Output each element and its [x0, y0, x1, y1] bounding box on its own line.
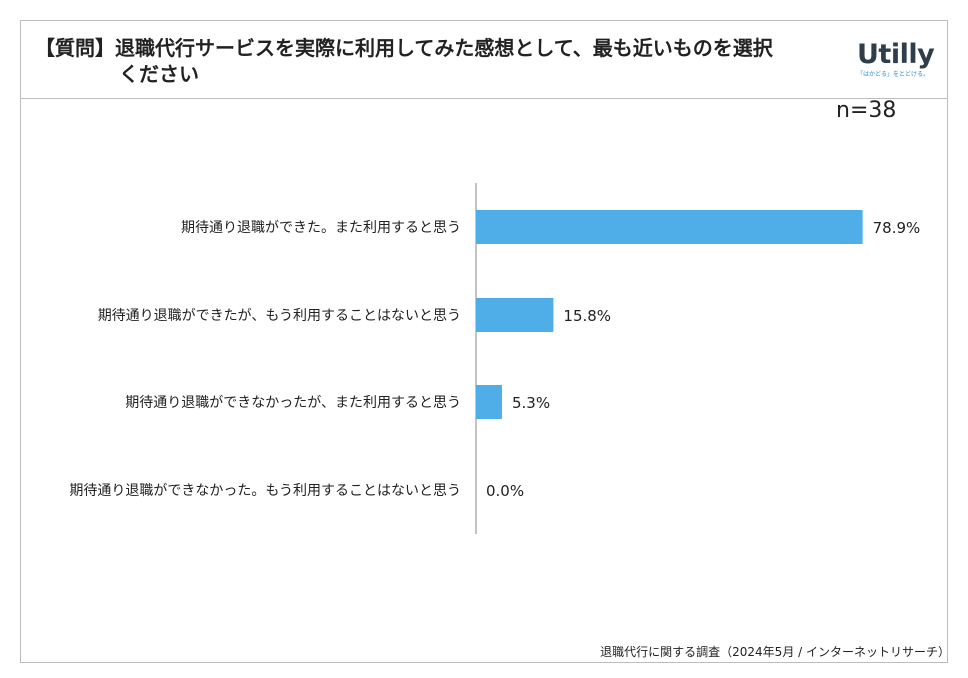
bar	[476, 210, 863, 244]
logo-tagline: 「はかどる」をとどける。	[857, 71, 930, 78]
value-label: 5.3%	[512, 394, 550, 412]
source-note: 退職代行に関する調査（2024年5月 / インターネットリサーチ）	[600, 645, 950, 659]
title-line-1: 【質問】退職代行サービスを実際に利用してみた感想として、最も近いものを選択	[35, 36, 773, 60]
category-label: 期待通り退職ができなかったが、また利用すると思う	[125, 395, 461, 411]
bar	[476, 385, 502, 419]
utilly-logo: Utilly 「はかどる」をとどける。	[857, 40, 935, 84]
chart-frame: 【質問】退職代行サービスを実際に利用してみた感想として、最も近いものを選択 くだ…	[20, 20, 948, 663]
value-label: 0.0%	[486, 482, 524, 500]
logo-wordmark: Utilly	[857, 39, 935, 70]
title-line-2: ください	[119, 62, 199, 86]
question-title: 【質問】退職代行サービスを実際に利用してみた感想として、最も近いものを選択 くだ…	[35, 35, 825, 87]
bar	[476, 298, 554, 332]
value-label: 15.8%	[563, 307, 611, 325]
header: 【質問】退職代行サービスを実際に利用してみた感想として、最も近いものを選択 くだ…	[21, 21, 947, 99]
category-label: 期待通り退職ができたが、もう利用することはないと思う	[98, 308, 461, 324]
category-label: 期待通り退職ができなかった。もう利用することはないと思う	[69, 483, 461, 499]
sample-size: n=38	[836, 98, 897, 123]
category-label: 期待通り退職ができた。また利用すると思う	[181, 220, 461, 236]
value-label: 78.9%	[873, 219, 921, 237]
